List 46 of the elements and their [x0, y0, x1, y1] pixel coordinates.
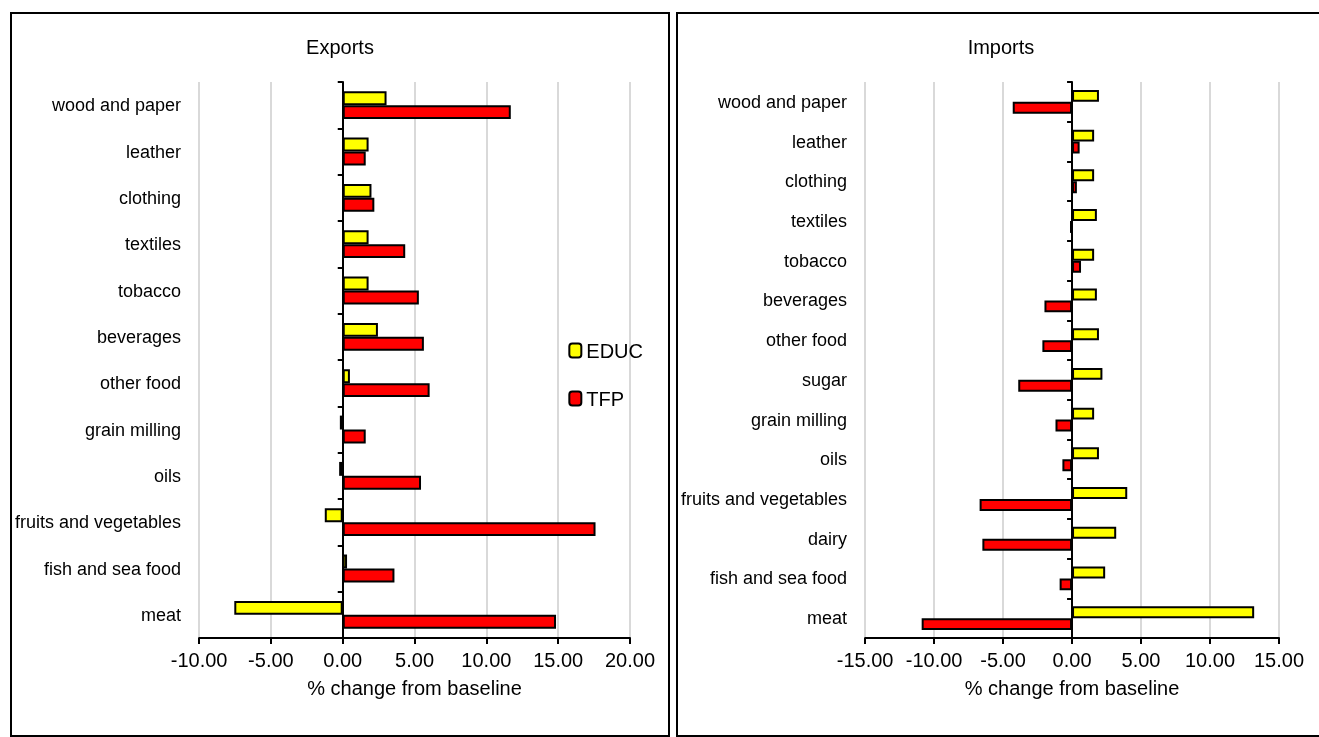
y-tick-label: fish and sea food — [710, 568, 848, 589]
y-tick-label: leather — [792, 131, 848, 152]
y-tick-label: clothing — [119, 187, 182, 208]
x-tick-label: -15.00 — [836, 649, 894, 671]
y-tick-label: wood and paper — [717, 91, 848, 112]
x-tick-label: 5.00 — [1121, 649, 1161, 671]
chart-title: Imports — [967, 36, 1035, 58]
y-tick-label: oils — [154, 465, 182, 486]
x-tick-label: 15.00 — [533, 649, 584, 671]
x-tick-label: 20.00 — [604, 649, 656, 671]
legend-label: EDUC — [586, 339, 643, 362]
x-tick-label: -5.00 — [248, 649, 294, 671]
y-tick-label: fish and sea food — [44, 558, 182, 579]
y-tick-label: beverages — [97, 326, 182, 347]
x-tick-label: 10.00 — [1184, 649, 1236, 671]
x-tick-label: -10.00 — [170, 649, 228, 671]
x-axis-title: % change from baseline — [307, 677, 522, 699]
y-tick-label: other food — [100, 373, 182, 394]
y-tick-label: tobacco — [118, 280, 182, 301]
y-tick-label: other food — [766, 330, 848, 351]
y-tick-label: meat — [807, 608, 848, 629]
y-tick-label: oils — [820, 449, 848, 470]
chart-title: Exports — [306, 36, 374, 58]
x-tick-label: 10.00 — [461, 649, 512, 671]
x-tick-label: 15.00 — [1253, 649, 1305, 671]
y-tick-label: sugar — [802, 369, 848, 390]
x-tick-label: -5.00 — [980, 649, 1026, 671]
x-tick-label: 5.00 — [395, 649, 435, 671]
y-tick-label: meat — [141, 604, 182, 625]
y-tick-label: beverages — [763, 290, 848, 311]
y-tick-label: textiles — [791, 211, 848, 231]
y-tick-label: textiles — [125, 234, 182, 255]
y-tick-label: grain milling — [751, 409, 848, 430]
y-tick-label: fruits and vegetables — [15, 512, 182, 533]
y-tick-label: leather — [126, 141, 182, 162]
legend-label: TFP — [586, 387, 625, 410]
x-tick-label: 0.00 — [323, 649, 363, 671]
y-tick-label: tobacco — [784, 250, 848, 271]
y-tick-label: grain milling — [85, 419, 182, 440]
x-axis-title: % change from baseline — [964, 677, 1180, 699]
y-tick-label: wood and paper — [51, 95, 182, 116]
y-tick-label: clothing — [785, 171, 848, 192]
x-tick-label: 0.00 — [1052, 649, 1092, 671]
y-tick-label: fruits and vegetables — [681, 489, 848, 509]
y-tick-label: dairy — [808, 528, 848, 549]
x-tick-label: -10.00 — [905, 649, 963, 671]
